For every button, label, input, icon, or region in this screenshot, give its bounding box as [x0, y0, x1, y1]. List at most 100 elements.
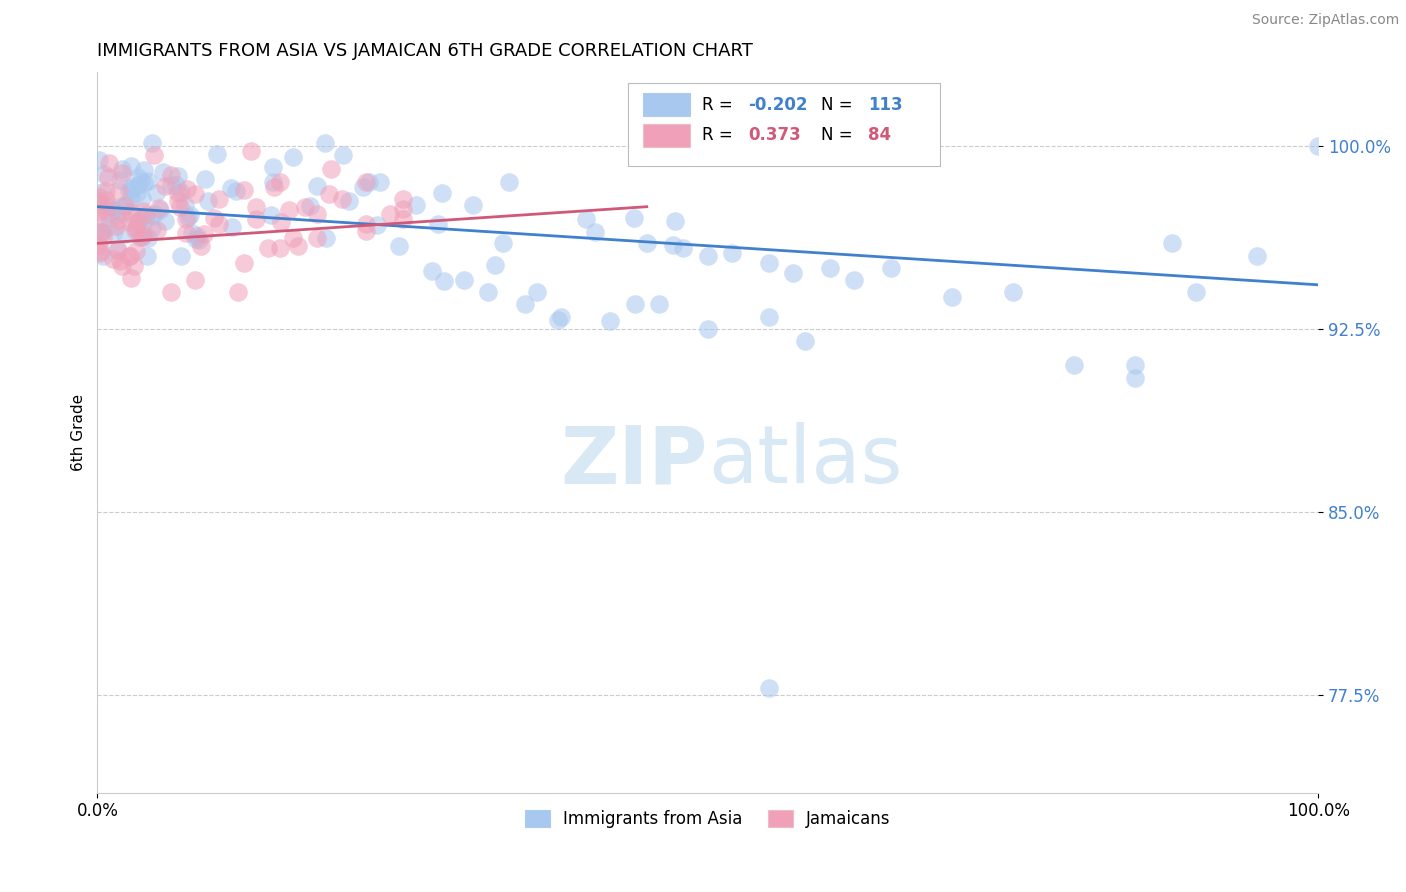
Point — [176, 226, 198, 240]
Point — [176, 182, 198, 196]
Point — [477, 285, 499, 300]
Point — [257, 241, 280, 255]
FancyBboxPatch shape — [628, 83, 939, 166]
Point — [97, 207, 120, 221]
Point — [307, 231, 329, 245]
Point — [91, 229, 114, 244]
Point — [219, 181, 242, 195]
Point — [166, 186, 188, 200]
Point — [283, 150, 305, 164]
Point — [127, 178, 149, 193]
Point — [114, 227, 136, 241]
Point — [202, 211, 225, 225]
Point — [269, 175, 291, 189]
Point — [818, 260, 841, 275]
Point — [121, 190, 143, 204]
Point — [105, 209, 128, 223]
Point — [110, 259, 132, 273]
Point — [380, 207, 402, 221]
Point — [111, 161, 134, 176]
Point — [105, 243, 128, 257]
Legend: Immigrants from Asia, Jamaicans: Immigrants from Asia, Jamaicans — [519, 803, 897, 835]
Point — [94, 202, 117, 217]
Point — [97, 170, 120, 185]
Point — [132, 227, 155, 241]
Point — [112, 198, 135, 212]
Point — [498, 175, 520, 189]
Point — [118, 249, 141, 263]
Point — [239, 144, 262, 158]
Point — [262, 160, 284, 174]
Point — [1160, 236, 1182, 251]
Point — [128, 230, 150, 244]
Text: N =: N = — [821, 126, 858, 145]
Point — [758, 310, 780, 324]
Point — [391, 193, 413, 207]
Point — [141, 136, 163, 151]
Point — [205, 147, 228, 161]
Point — [405, 198, 427, 212]
Point — [169, 200, 191, 214]
Point — [96, 193, 118, 207]
Point — [186, 229, 208, 244]
Point — [89, 244, 111, 259]
Point — [90, 223, 112, 237]
Point — [125, 186, 148, 200]
Point — [110, 206, 132, 220]
Point — [221, 219, 243, 234]
Text: R =: R = — [702, 95, 738, 114]
Point — [307, 207, 329, 221]
Point — [526, 285, 548, 300]
Point — [131, 227, 153, 242]
Point — [190, 239, 212, 253]
Point — [124, 223, 146, 237]
Point — [132, 176, 155, 190]
Point — [391, 211, 413, 226]
Point — [89, 194, 111, 208]
Point — [127, 213, 149, 227]
Point — [260, 208, 283, 222]
Point — [149, 202, 172, 217]
Point — [105, 219, 128, 234]
Point — [354, 224, 377, 238]
Point — [91, 248, 114, 262]
Point — [193, 227, 215, 241]
Point — [696, 248, 718, 262]
Point — [159, 285, 181, 300]
Point — [262, 175, 284, 189]
Point — [170, 186, 193, 200]
Point — [648, 297, 671, 311]
Point — [110, 172, 132, 186]
Point — [636, 236, 658, 251]
Text: N =: N = — [821, 95, 858, 114]
Point — [427, 217, 450, 231]
Point — [107, 243, 129, 257]
Point — [141, 209, 163, 223]
Point — [188, 233, 211, 247]
Point — [134, 212, 156, 227]
Point — [89, 246, 111, 260]
Point — [87, 204, 110, 219]
Point — [101, 200, 124, 214]
Text: R =: R = — [702, 126, 738, 145]
Point — [136, 174, 159, 188]
Point — [87, 189, 110, 203]
Point — [844, 273, 866, 287]
Point — [228, 285, 250, 300]
Point — [391, 202, 413, 216]
Point — [463, 197, 485, 211]
Point — [146, 223, 169, 237]
Point — [662, 237, 685, 252]
Point — [90, 225, 112, 239]
Point — [136, 231, 159, 245]
Y-axis label: 6th Grade: 6th Grade — [72, 394, 86, 471]
Point — [101, 252, 124, 266]
Point — [278, 202, 301, 217]
Point — [357, 175, 380, 189]
Point — [87, 238, 110, 252]
Point — [453, 273, 475, 287]
Point — [184, 273, 207, 287]
Point — [91, 185, 114, 199]
Point — [664, 214, 686, 228]
Point — [721, 246, 744, 260]
